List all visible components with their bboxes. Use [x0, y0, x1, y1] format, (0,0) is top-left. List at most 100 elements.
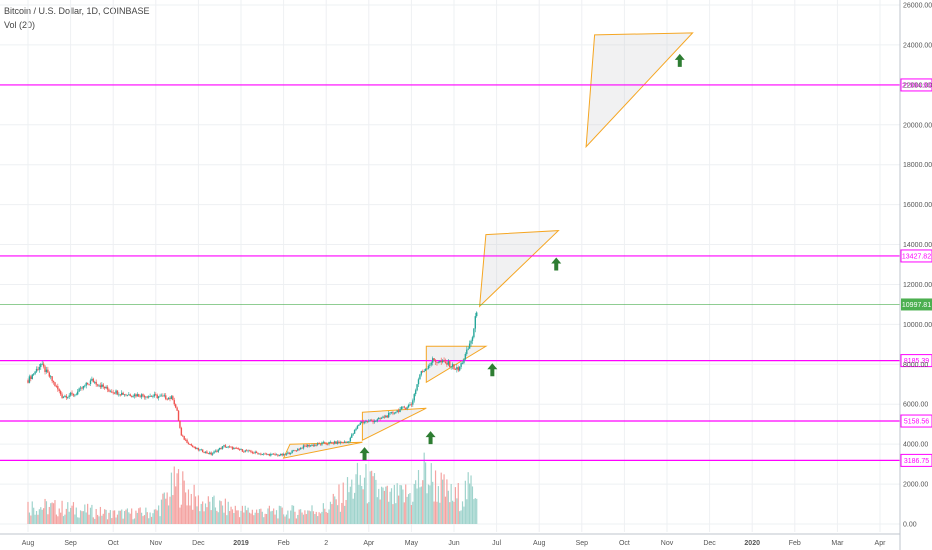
volume-bar	[193, 484, 195, 524]
candle-body	[27, 380, 29, 383]
triangle-drawing[interactable]	[478, 230, 560, 308]
volume-bar	[413, 483, 415, 524]
candle-body	[54, 382, 56, 387]
candle-body	[37, 368, 39, 370]
candle-body	[334, 441, 336, 444]
candle-body	[173, 400, 175, 405]
candle-body	[184, 439, 187, 441]
volume-bar	[336, 505, 339, 524]
candle-body	[96, 384, 99, 386]
x-tick-label: Jun	[448, 540, 459, 547]
volume-bar	[363, 477, 366, 524]
volume-bar	[335, 499, 337, 524]
volume-bar	[442, 479, 444, 524]
volume-bar	[407, 494, 410, 524]
volume-bar	[291, 505, 293, 524]
candle-body	[345, 441, 347, 443]
candle-body	[451, 364, 454, 367]
candle-body	[82, 385, 85, 389]
candle-body	[314, 444, 316, 446]
candle-body	[444, 361, 447, 363]
volume-bar	[392, 504, 394, 524]
volume-bar	[324, 508, 326, 524]
volume-bar	[173, 466, 175, 524]
volume-bar	[234, 505, 236, 524]
volume-bar	[180, 504, 182, 524]
candle-body	[304, 445, 306, 447]
candle-body	[321, 442, 323, 445]
symbol-title: Bitcoin / U.S. Dollar, 1D, COINBASE	[4, 6, 150, 16]
candle-body	[159, 395, 161, 397]
volume-bar	[62, 516, 65, 524]
volume-bar	[28, 512, 31, 524]
volume-bar	[317, 516, 319, 524]
candle-body	[335, 441, 337, 444]
volume-bar	[302, 514, 305, 524]
candle-body	[40, 364, 42, 368]
candle-body	[197, 447, 200, 451]
candle-body	[379, 417, 381, 419]
candle-body	[424, 368, 427, 371]
candle-body	[284, 453, 286, 455]
x-tick-label: Aug	[22, 540, 35, 547]
x-tick-label: Oct	[619, 540, 630, 547]
volume-bar	[248, 512, 251, 524]
volume-bar	[216, 510, 218, 524]
volume-bar	[334, 496, 336, 524]
volume-bar	[224, 498, 226, 524]
volume-bar	[319, 513, 322, 524]
volume-bar	[268, 505, 270, 524]
volume-bar	[221, 505, 224, 524]
volume-bar	[456, 498, 458, 524]
candle-body	[143, 395, 146, 398]
volume-bar	[129, 513, 131, 524]
volume-bar	[450, 484, 452, 524]
volume-bar	[405, 484, 407, 524]
candle-body	[422, 371, 424, 372]
candle-body	[236, 447, 238, 449]
triangle-drawing[interactable]	[425, 345, 488, 384]
triangle-drawings[interactable]	[282, 32, 694, 459]
candle-body	[221, 446, 224, 449]
candle-body	[94, 381, 96, 383]
y-tick-label: 8000.00	[903, 362, 928, 369]
volume-bar	[403, 502, 405, 524]
candle-body	[183, 436, 185, 440]
volume-bar	[305, 514, 307, 524]
triangle-drawing[interactable]	[585, 32, 694, 149]
volume-bar	[287, 510, 289, 524]
candle-body	[453, 364, 455, 370]
volume-bar	[348, 492, 350, 524]
volume-bar	[45, 501, 48, 524]
candle-body	[102, 384, 104, 387]
volume-bar	[40, 507, 42, 524]
triangle-drawing[interactable]	[361, 407, 427, 442]
candle-body	[216, 450, 218, 452]
candle-body	[406, 407, 408, 409]
candle-body	[390, 412, 393, 413]
candle-body	[220, 447, 222, 449]
volume-bar	[41, 509, 43, 524]
triangle-drawing[interactable]	[282, 441, 363, 459]
volume-bar	[260, 508, 262, 524]
candle-body	[115, 390, 117, 394]
volume-bar	[432, 481, 434, 524]
volume-bar	[352, 498, 354, 524]
volume-bar	[179, 507, 181, 524]
volume-bar	[285, 514, 288, 524]
volume-bar	[79, 510, 82, 524]
candle-body	[199, 449, 201, 451]
y-tick-label: 14000.00	[903, 242, 932, 249]
volume-bar	[91, 504, 93, 524]
candle-body	[464, 353, 467, 360]
candle-body	[41, 363, 43, 365]
candle-body	[69, 392, 72, 396]
candle-body	[432, 358, 434, 363]
volume-bar	[128, 512, 130, 524]
horizontal-levels[interactable]: 21994.93 13427.82 10997.81 8185.39 5158.56 31…	[0, 78, 932, 467]
volume-bar	[315, 511, 317, 524]
candle-body	[264, 453, 266, 455]
candle-body	[112, 392, 114, 394]
